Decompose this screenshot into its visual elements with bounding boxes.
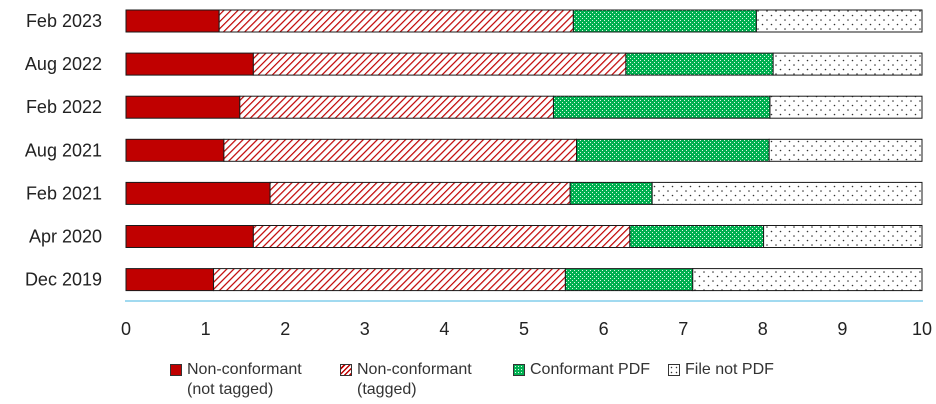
bar-apr-2020-series-0 [125,225,254,248]
legend-label-not-tagged: Non-conformant (not tagged) [187,361,302,398]
y-tick-label: Feb 2023 [26,11,102,31]
x-axis-labels: 0 1 2 3 4 5 6 7 8 9 10 [121,319,932,339]
x-tick-label: 1 [201,319,211,339]
bar-aug-2022-series-3 [772,52,923,76]
y-axis-labels: Feb 2023 Aug 2022 Feb 2022 Aug 2021 Feb 2021… [25,11,102,290]
x-tick-label: 8 [758,319,768,339]
x-tick-label: 6 [599,319,609,339]
legend: Non-conformant (not tagged) Non-conforma… [170,360,870,404]
bars-group [125,9,923,292]
bar-dec-2019-series-3 [692,268,923,292]
y-tick-label: Aug 2021 [25,140,102,160]
legend-item-file-not-pdf: File not PDF [668,360,774,380]
bar-feb-2022-series-3 [769,95,923,119]
bar-aug-2021-series-1 [223,138,578,162]
legend-swatch-file-not-pdf [668,364,680,376]
bar-dec-2019-series-2 [564,268,694,292]
bar-aug-2021-series-3 [768,138,923,162]
legend-swatch-tagged [340,364,352,376]
bar-feb-2023-series-1 [218,9,574,33]
x-tick-label: 2 [280,319,290,339]
y-tick-label: Dec 2019 [25,270,102,290]
x-tick-label: 4 [439,319,449,339]
y-tick-label: Apr 2020 [29,227,102,247]
bar-feb-2021-series-0 [125,181,271,205]
stacked-bar-chart: Feb 2023 Aug 2022 Feb 2022 Aug 2021 Feb 2021… [25,9,932,339]
legend-item-tagged: Non-conformant (tagged) [340,360,472,400]
y-tick-label: Aug 2022 [25,54,102,74]
x-tick-label: 3 [360,319,370,339]
y-tick-label: Feb 2022 [26,97,102,117]
bar-feb-2023-series-3 [755,9,923,33]
legend-label-conformant-pdf: Conformant PDF [530,361,651,378]
x-tick-label: 10 [912,319,932,339]
bar-aug-2022-series-1 [252,52,627,76]
legend-label-file-not-pdf: File not PDF [685,361,774,378]
bar-feb-2021-series-3 [651,181,923,205]
x-tick-label: 9 [837,319,847,339]
y-tick-label: Feb 2021 [26,183,102,203]
bar-aug-2021-series-2 [576,138,770,162]
bar-feb-2021-series-1 [269,181,571,205]
legend-item-not-tagged: Non-conformant (not tagged) [170,360,302,400]
x-tick-label: 0 [121,319,131,339]
legend-swatch-not-tagged [170,364,182,376]
bar-feb-2023-series-2 [572,9,757,33]
bar-feb-2022-series-2 [552,95,771,119]
bar-apr-2020-series-3 [763,225,923,248]
x-tick-label: 5 [519,319,529,339]
bar-feb-2023-series-0 [125,9,220,33]
bar-aug-2022-series-0 [125,52,254,76]
bar-feb-2022-series-0 [125,95,241,119]
bar-feb-2021-series-2 [569,181,653,205]
legend-item-conformant-pdf: Conformant PDF [513,360,650,380]
legend-swatch-conformant-pdf [513,364,525,376]
legend-label-tagged: Non-conformant (tagged) [357,361,472,398]
bar-aug-2021-series-0 [125,138,225,162]
bar-apr-2020-series-1 [252,225,631,248]
bar-dec-2019-series-1 [213,268,566,292]
bar-feb-2022-series-1 [239,95,554,119]
bar-aug-2022-series-2 [625,52,774,76]
bar-apr-2020-series-2 [629,225,765,248]
x-tick-label: 7 [678,319,688,339]
bar-dec-2019-series-0 [125,268,215,292]
